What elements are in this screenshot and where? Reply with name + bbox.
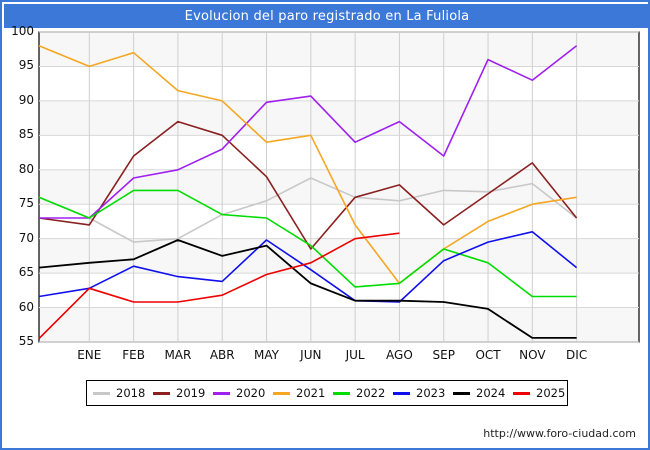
y-axis-tick: 80 [18, 161, 34, 176]
line-chart [38, 31, 640, 343]
window-title-bar: Evolucion del paro registrado en La Fuli… [4, 4, 650, 28]
legend-label: 2025 [536, 386, 566, 400]
x-axis-tick: OCT [475, 348, 501, 362]
series-line-2025 [38, 232, 400, 340]
series-line-2023 [38, 231, 578, 303]
x-axis-tick: ENE [77, 348, 102, 362]
series-line-2024 [38, 239, 577, 339]
x-axis-tick: DIC [566, 348, 588, 362]
x-axis-tick: ABR [209, 348, 235, 362]
x-axis-tick: MAR [164, 348, 192, 362]
grid-lines [39, 31, 639, 343]
series-line-2020 [39, 45, 578, 219]
series-line-2022 [38, 189, 577, 298]
y-axis-tick: 100 [11, 24, 34, 38]
series-line-2019 [38, 120, 578, 250]
x-axis-tick: JUN [300, 348, 322, 362]
legend-swatch-icon [453, 391, 470, 395]
legend-swatch-icon [153, 391, 170, 395]
legend-item-2021[interactable]: 2021 [267, 386, 327, 400]
legend-item-2019[interactable]: 2019 [147, 386, 207, 400]
x-axis-tick: AGO [386, 348, 413, 362]
legend-item-2025[interactable]: 2025 [507, 386, 567, 400]
legend-swatch-icon [273, 391, 290, 395]
x-axis-tick: MAY [254, 348, 279, 362]
legend-swatch-icon [333, 391, 350, 395]
y-axis-tick: 70 [18, 230, 34, 245]
plot-bands [39, 32, 639, 342]
legend-item-2018[interactable]: 2018 [87, 386, 147, 400]
footer-url: http://www.foro-ciudad.com [483, 427, 636, 440]
y-axis-tick: 60 [18, 299, 34, 314]
y-axis-tick: 65 [18, 265, 34, 280]
y-axis-tick: 90 [18, 92, 34, 107]
legend-swatch-icon [213, 391, 230, 395]
x-axis-tick: NOV [519, 348, 546, 362]
legend-label: 2021 [296, 386, 326, 400]
y-axis-tick: 75 [18, 196, 34, 211]
page-title: Evolucion del paro registrado en La Fuli… [184, 8, 470, 24]
legend-label: 2019 [176, 386, 206, 400]
x-axis-tick: JUL [345, 348, 365, 362]
series-line-2018 [38, 177, 578, 243]
legend-label: 2020 [236, 386, 266, 400]
legend-item-2023[interactable]: 2023 [387, 386, 447, 400]
x-axis-tick: SEP [432, 348, 455, 362]
legend-label: 2023 [416, 386, 446, 400]
y-axis-tick: 85 [18, 127, 34, 142]
legend-item-2022[interactable]: 2022 [327, 386, 387, 400]
legend-swatch-icon [513, 391, 530, 395]
legend-label: 2018 [116, 386, 146, 400]
data-series-group [38, 45, 578, 340]
chart-legend: 2018 2019 2020 2021 2022 2023 2024 2025 [86, 380, 568, 406]
legend-label: 2022 [356, 386, 386, 400]
x-axis-tick: FEB [122, 348, 145, 362]
y-axis-tick: 95 [18, 58, 34, 73]
legend-label: 2024 [476, 386, 506, 400]
legend-item-2020[interactable]: 2020 [207, 386, 267, 400]
legend-swatch-icon [393, 391, 410, 395]
series-line-2021 [38, 45, 577, 285]
plot-area: 100 95 90 85 80 75 70 65 60 55 ENE FEB MAR ABR MAY JUN… [2, 24, 650, 362]
legend-swatch-icon [93, 391, 110, 395]
y-axis-tick: 55 [18, 334, 34, 348]
legend-item-2024[interactable]: 2024 [447, 386, 507, 400]
